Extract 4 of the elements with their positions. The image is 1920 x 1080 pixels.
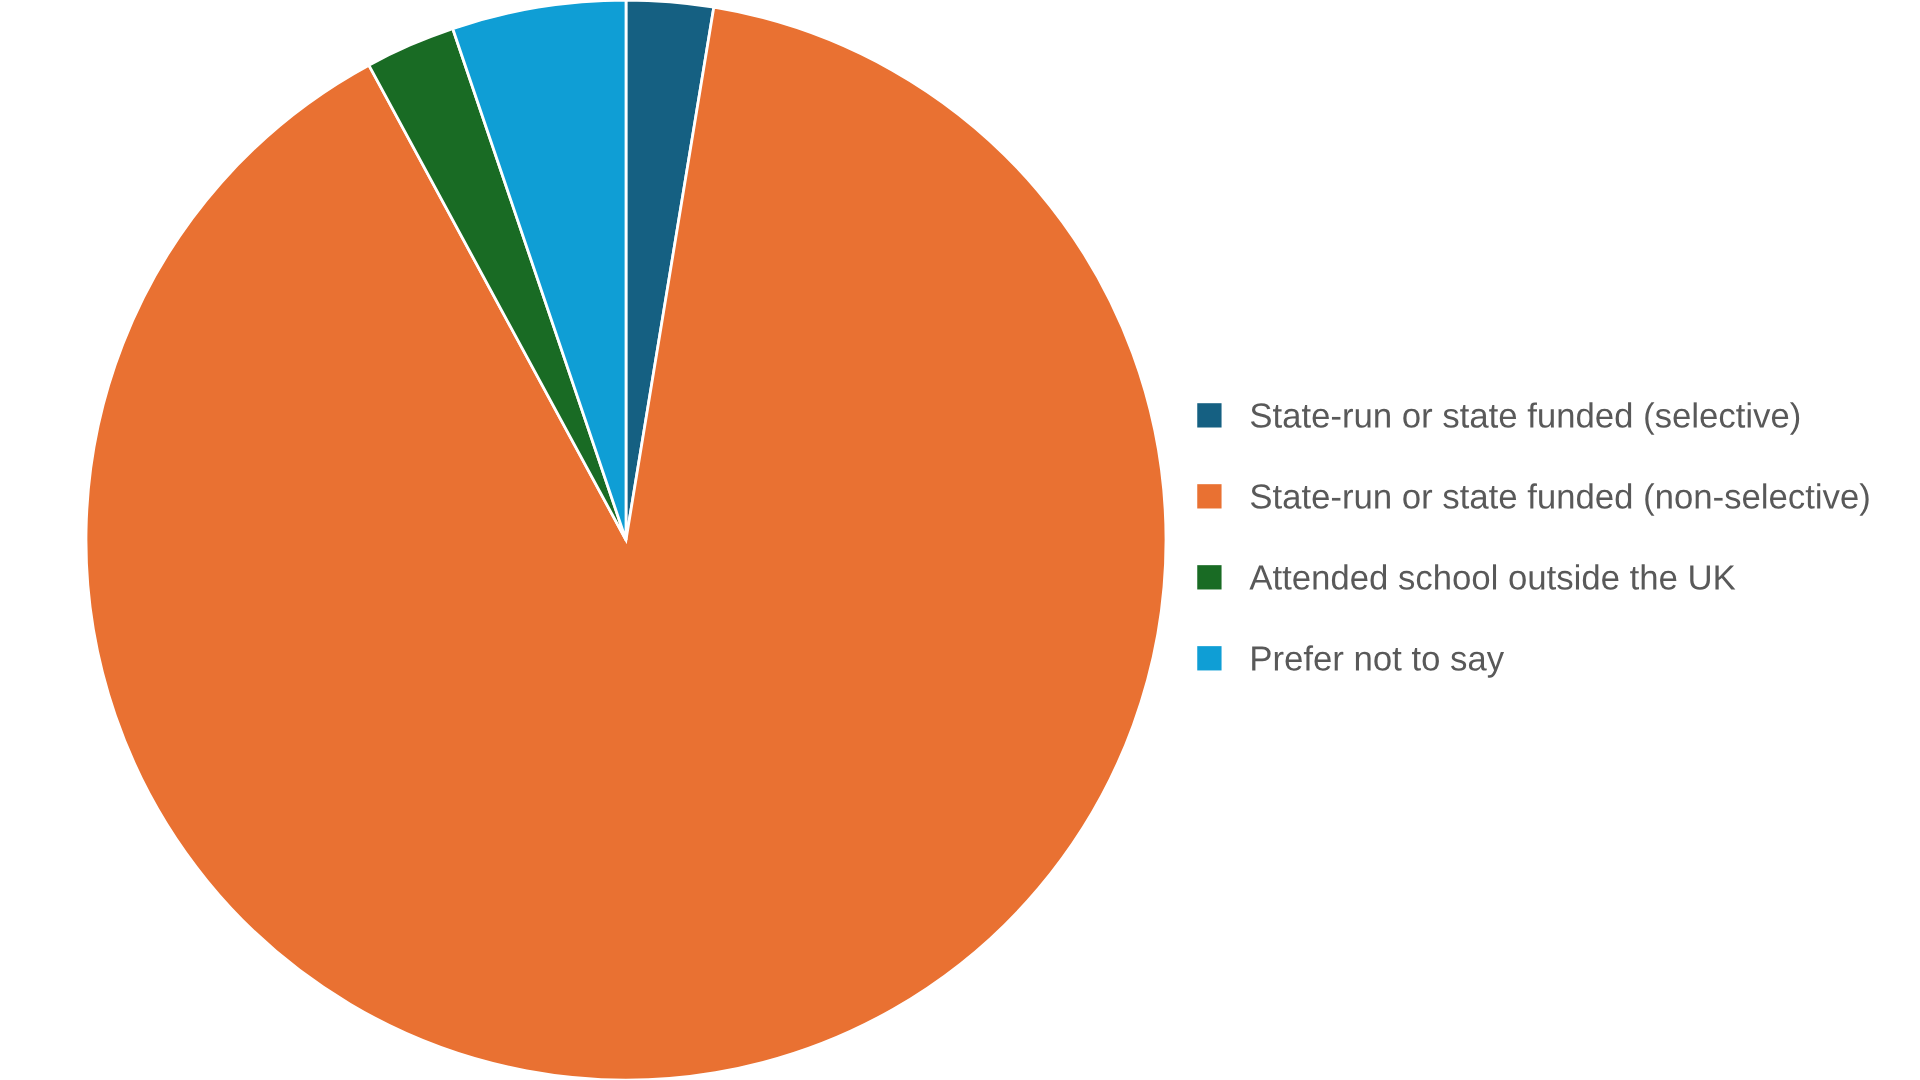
legend-label: State-run or state funded (non-selective)	[1250, 483, 1869, 516]
legend-label: Prefer not to say	[1252, 645, 1505, 678]
legend-label: State-run or state funded (selective)	[1250, 402, 1800, 435]
legend-label: Attended school outside the UK	[1249, 564, 1736, 590]
